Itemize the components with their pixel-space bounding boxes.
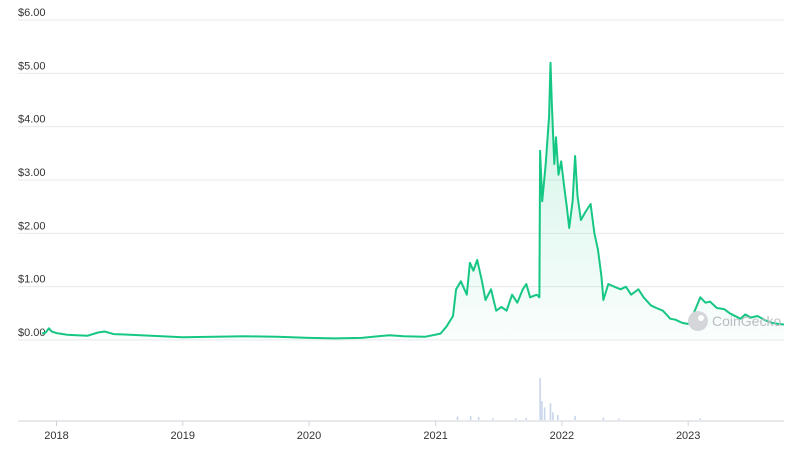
y-tick-label: $1.00 [18, 274, 46, 286]
y-axis-tick-labels: $0.00 $1.00 $2.00 $3.00 $4.00 $5.00 $6.00 [18, 7, 46, 339]
coingecko-logo-icon [688, 311, 708, 331]
volume-bar [525, 417, 528, 420]
volume-bar [456, 416, 459, 420]
price-area [42, 62, 784, 340]
volume-bar [557, 415, 559, 420]
x-tick-label: 2018 [44, 430, 68, 442]
x-tick-label: 2023 [676, 430, 700, 442]
price-line [41, 61, 785, 340]
volume-bar [699, 418, 702, 420]
volume-bar [618, 418, 620, 420]
y-grid-lines [18, 19, 784, 341]
x-tick-label: 2019 [171, 430, 195, 442]
volume-bar [491, 418, 494, 420]
x-tick-label: 2020 [297, 430, 321, 442]
y-tick-label: $0.00 [18, 327, 46, 339]
volume-bar [541, 401, 543, 420]
volume-bar [514, 418, 517, 420]
coingecko-logo-eye-icon [698, 315, 704, 321]
x-tick-label: 2022 [550, 430, 574, 442]
price-line-path [41, 61, 785, 340]
watermark-text: CoinGecko [712, 313, 781, 329]
y-tick-label: $6.00 [18, 7, 46, 19]
y-tick-label: $4.00 [18, 114, 46, 126]
volume-bar [543, 407, 546, 420]
volume-bar [552, 412, 554, 420]
x-axis: 2018 2019 2020 2021 2022 2023 [18, 420, 784, 442]
y-tick-label: $2.00 [18, 220, 46, 232]
volume-bar [574, 415, 576, 420]
volume-bars [456, 378, 702, 420]
volume-bar [539, 378, 541, 420]
volume-bar [549, 403, 552, 420]
y-tick-label: $3.00 [18, 167, 46, 179]
y-tick-label: $5.00 [18, 60, 46, 72]
price-area-fill [42, 62, 784, 340]
x-tick-label: 2021 [423, 430, 447, 442]
volume-bar [477, 417, 480, 420]
volume-bar [602, 417, 605, 420]
volume-bar [469, 415, 472, 420]
coingecko-watermark: CoinGecko [688, 311, 781, 331]
